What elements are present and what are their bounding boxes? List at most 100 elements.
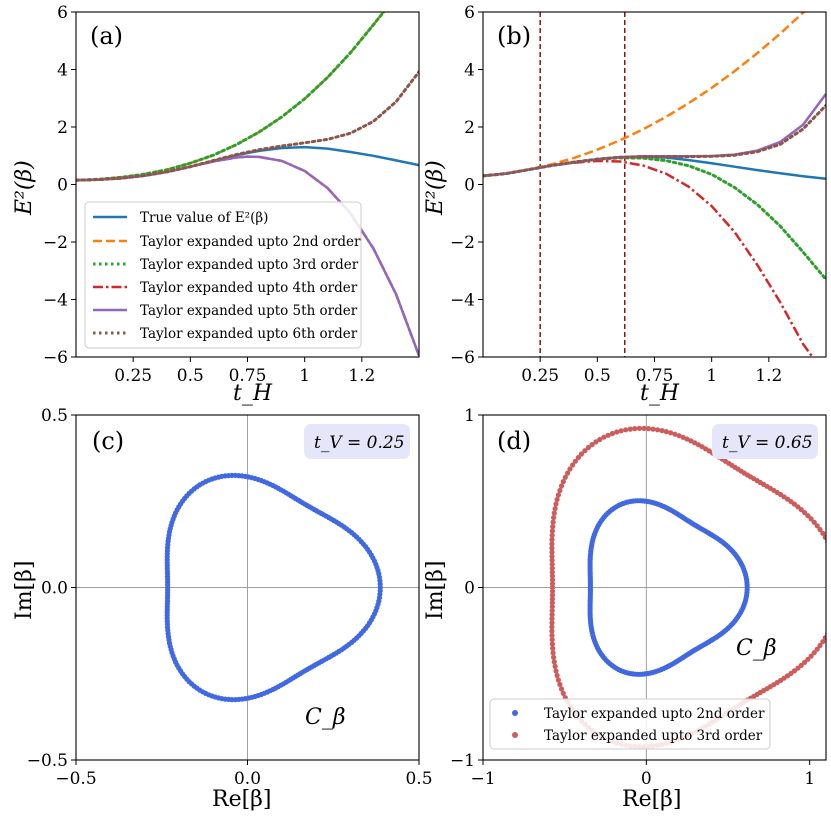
scatter-point-s2 <box>549 549 555 555</box>
scatter-point-s2 <box>549 604 555 610</box>
scatter-point-s2 <box>549 577 556 583</box>
y-tick-label: 0 <box>464 579 475 599</box>
scatter-point-s2 <box>575 454 582 461</box>
scatter-point-s2 <box>798 662 804 669</box>
panel-a-tag: (a) <box>90 22 123 50</box>
x-tick-label: 0 <box>641 769 652 789</box>
series-line-3 <box>483 156 826 281</box>
x-tick-label: −1 <box>470 769 495 789</box>
panel-c-curve-label: C_β <box>305 705 346 730</box>
scatter-point-s2 <box>582 448 588 454</box>
scatter-point-s2 <box>672 431 678 437</box>
scatter-point-s2 <box>565 470 571 476</box>
scatter-point-s2 <box>549 573 556 579</box>
x-tick-label: 0.75 <box>229 366 267 386</box>
scatter-point-s2 <box>814 646 820 652</box>
scatter-point-s1 <box>744 587 750 593</box>
legend-label-order3: Taylor expanded upto 3rd order <box>140 257 359 273</box>
series-line-5 <box>483 93 826 178</box>
scatter-point-s2 <box>549 557 555 563</box>
scatter-point-s2 <box>654 427 661 433</box>
legend-label-order6: Taylor expanded upto 6th order <box>140 326 358 342</box>
scatter-point-s2 <box>802 509 808 516</box>
y-tick-label: 0.0 <box>41 579 68 599</box>
scatter-point-s2 <box>636 425 643 431</box>
y-tick-label: −6 <box>43 348 68 368</box>
x-tick-label: 0.5 <box>584 366 611 386</box>
legend-label-order3: Taylor expanded upto 3rd order <box>544 728 763 744</box>
panel-d-ylabel: Im[β] <box>423 561 448 620</box>
legend-label-order2: Taylor expanded upto 2nd order <box>140 234 361 250</box>
scatter-point-s2 <box>555 492 562 498</box>
scatter-point-s2 <box>645 426 652 432</box>
scatter-point-s2 <box>614 429 620 435</box>
scatter-point-s2 <box>605 432 611 438</box>
scatter-point-s2 <box>805 656 811 662</box>
scatter-point-s2 <box>550 650 556 656</box>
scatter-point-s2 <box>560 690 566 697</box>
y-tick-label: 6 <box>57 3 68 23</box>
scatter-point-s2 <box>601 434 607 440</box>
scatter-point-s2 <box>549 637 555 643</box>
scatter-point-s2 <box>554 672 560 679</box>
scatter-point-s2 <box>549 592 556 598</box>
scatter-point-s2 <box>549 596 556 602</box>
scatter-point-s2 <box>641 425 647 431</box>
scatter-point-s2 <box>550 524 556 530</box>
scatter-point-s2 <box>549 532 555 538</box>
scatter-point-s2 <box>553 668 559 674</box>
scatter-point-s2 <box>585 444 592 451</box>
panel-c-xlabel: Re[β] <box>212 787 271 812</box>
scatter-point-s2 <box>550 519 556 525</box>
scatter-point-s2 <box>808 516 814 522</box>
y-tick-label: −4 <box>43 291 68 311</box>
y-tick-label: 4 <box>464 61 475 81</box>
scatter-point-s2 <box>552 663 558 670</box>
x-tick-label: 0.5 <box>177 366 204 386</box>
x-tick-label: 0.75 <box>636 366 674 386</box>
scatter-point-s2 <box>551 510 557 516</box>
series-line-6 <box>483 103 826 178</box>
scatter-point-s2 <box>549 616 555 622</box>
scatter-point-s2 <box>549 581 556 587</box>
y-tick-label: −1 <box>450 751 475 771</box>
x-tick-label: 1 <box>299 366 310 386</box>
scatter-point-s2 <box>663 429 669 435</box>
panel-c-ylabel: Im[β] <box>12 561 37 620</box>
panel-b-tag: (b) <box>497 22 531 50</box>
legend-label-true: True value of E²(β) <box>140 210 268 226</box>
scatter-point-s2 <box>822 534 826 540</box>
scatter-point-s2 <box>549 620 555 626</box>
y-tick-label: 0.5 <box>41 406 68 426</box>
legend-frame <box>84 201 362 349</box>
y-tick-label: 2 <box>464 118 475 138</box>
panel-a-ylabel: E²(β) <box>12 160 37 216</box>
scatter-point-s2 <box>802 659 808 666</box>
scatter-point-s2 <box>817 642 823 649</box>
panel-d-legend: Taylor expanded upto 2nd order Taylor ex… <box>489 698 771 750</box>
panel-a-legend: True value of E²(β) Taylor expanded upto… <box>84 201 362 349</box>
y-tick-label: 6 <box>464 3 475 23</box>
legend-swatch-order2 <box>512 710 518 716</box>
scatter-point-s2 <box>558 483 565 489</box>
scatter-point-s2 <box>551 659 557 665</box>
scatter-point-s2 <box>680 434 686 440</box>
scatter-point-s2 <box>560 479 566 485</box>
panel-b-frame <box>482 11 827 358</box>
x-tick-label: 1 <box>706 366 717 386</box>
scatter-point-s2 <box>549 632 555 639</box>
scatter-point-s2 <box>557 681 563 688</box>
y-tick-label: −2 <box>450 233 475 253</box>
x-tick-label: −0.5 <box>55 769 96 789</box>
legend-label-order4: Taylor expanded upto 4th order <box>140 280 358 296</box>
scatter-point-s2 <box>549 608 555 614</box>
scatter-point-s2 <box>791 668 798 674</box>
y-tick-label: 0 <box>57 176 68 196</box>
panel-d-tag: (d) <box>497 427 531 455</box>
scatter-point-s2 <box>557 487 563 494</box>
x-tick-label: 0.25 <box>521 366 559 386</box>
panel-c-badge-box <box>304 424 410 459</box>
scatter-point-s2 <box>684 436 690 442</box>
y-tick-label: −4 <box>450 291 475 311</box>
